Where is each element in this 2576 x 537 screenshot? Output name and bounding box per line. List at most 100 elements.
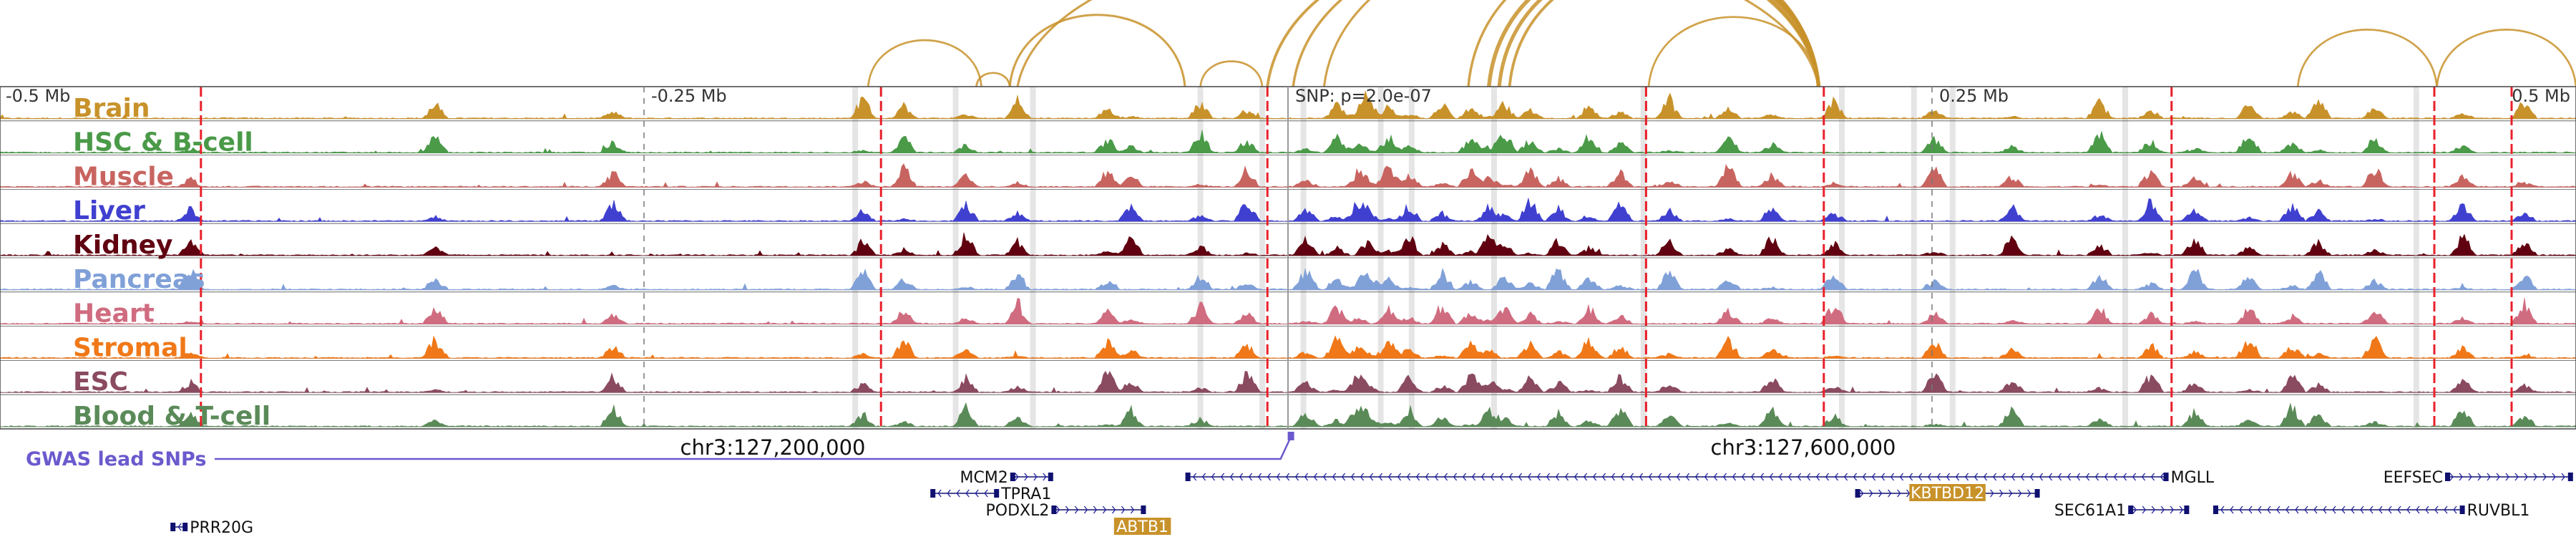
gene-strand-chevron xyxy=(1130,505,1135,514)
gene-strand-chevron xyxy=(1992,473,1997,481)
gene-strand-chevron xyxy=(1480,473,1485,481)
gene-mcm2: MCM2 xyxy=(960,469,1053,487)
gene-strand-chevron xyxy=(2295,505,2299,514)
gene-strand-chevron xyxy=(2449,473,2454,481)
track-label: HSC & B-cell xyxy=(73,128,253,158)
gene-prr20g: PRR20G xyxy=(170,519,253,537)
gene-strand-chevron xyxy=(2552,473,2556,481)
gene-kbtbd12: KBTBD12 xyxy=(1855,484,2040,503)
gene-strand-chevron xyxy=(1304,473,1309,481)
gene-strand-chevron xyxy=(1869,489,1873,498)
gene-strand-chevron xyxy=(2388,505,2392,514)
gene-exon xyxy=(2445,473,2450,481)
gene-strand-chevron xyxy=(1853,473,1858,481)
gene-strand-chevron xyxy=(1878,489,1883,498)
gene-strand-chevron xyxy=(1192,473,1197,481)
gene-strand-chevron xyxy=(2459,473,2463,481)
gene-podxl2: PODXL2 xyxy=(986,502,1146,520)
gene-exon xyxy=(2459,505,2465,514)
coordinate-label: chr3:127,600,000 xyxy=(1711,435,1896,460)
gene-strand-chevron xyxy=(2351,505,2355,514)
gene-strand-chevron xyxy=(1121,505,1126,514)
gene-strand-chevron xyxy=(2122,473,2127,481)
gene-strand-chevron xyxy=(2267,505,2271,514)
gene-strand-chevron xyxy=(1620,473,1625,481)
gene-strand-chevron xyxy=(2341,505,2346,514)
gene-strand-chevron xyxy=(2132,473,2137,481)
gene-strand-chevron xyxy=(2230,505,2234,514)
gene-strand-chevron xyxy=(2360,505,2364,514)
gene-strand-chevron xyxy=(1434,473,1439,481)
gene-strand-chevron xyxy=(2160,473,2165,481)
gene-exon xyxy=(2567,473,2573,481)
coordinate-axis: chr3:127,200,000 chr3:127,600,000 xyxy=(680,435,1896,460)
gene-strand-chevron xyxy=(2020,473,2025,481)
gene-strand-chevron xyxy=(1093,505,1098,514)
gene-abtb1: ABTB1 xyxy=(1113,518,1171,536)
gene-strand-chevron xyxy=(1722,473,1727,481)
gene-strand-chevron xyxy=(1276,473,1281,481)
gene-strand-chevron xyxy=(1055,505,1060,514)
gene-strand-chevron xyxy=(2369,505,2373,514)
gene-strand-chevron xyxy=(1890,473,1895,481)
gene-strand-chevron xyxy=(1750,473,1755,481)
gene-strand-chevron xyxy=(1955,473,1960,481)
gene-strand-chevron xyxy=(965,489,970,498)
chromatin-loop-arcs xyxy=(867,0,2576,87)
gene-strand-chevron xyxy=(2304,505,2308,514)
gene-exon xyxy=(1051,505,1057,514)
gene-strand-chevron xyxy=(1369,473,1374,481)
gene-strand-chevron xyxy=(1015,473,1019,481)
gene-strand-chevron xyxy=(975,489,979,498)
gene-strand-chevron xyxy=(1322,473,1327,481)
loop-arc xyxy=(1008,14,1186,87)
gene-strand-chevron xyxy=(1360,473,1365,481)
gwas-label: GWAS lead SNPs xyxy=(26,448,206,470)
loop-arc xyxy=(1292,0,1820,87)
gene-strand-chevron xyxy=(1083,505,1088,514)
snp-label: SNP: p=2.0e-07 xyxy=(1295,86,1432,106)
gene-strand-chevron xyxy=(1946,473,1951,481)
gene-strand-chevron xyxy=(2406,505,2411,514)
gene-strand-chevron xyxy=(2094,473,2099,481)
gene-strand-chevron xyxy=(1257,473,1262,481)
gene-strand-chevron xyxy=(2160,505,2165,514)
gene-strand-chevron xyxy=(1024,473,1028,481)
gene-strand-chevron xyxy=(1918,473,1923,481)
gene-strand-chevron xyxy=(2085,473,2090,481)
coordinate-label: chr3:127,200,000 xyxy=(680,435,866,460)
loop-arc xyxy=(1266,0,1820,87)
gene-strand-chevron xyxy=(2001,473,2006,481)
gene-strand-chevron xyxy=(1704,473,1709,481)
gene-strand-chevron xyxy=(1990,489,1994,498)
gene-strand-chevron xyxy=(2332,505,2336,514)
gene-strand-chevron xyxy=(1555,473,1560,481)
gene-strand-chevron xyxy=(2323,505,2327,514)
gene-exon xyxy=(994,489,1000,498)
gene-ruvbl1: RUVBL1 xyxy=(2213,502,2529,520)
loop-arc xyxy=(975,72,1011,87)
gene-strand-chevron xyxy=(1629,473,1634,481)
gene-label: MGLL xyxy=(2171,469,2215,487)
gene-strand-chevron xyxy=(2276,505,2280,514)
gene-strand-chevron xyxy=(1964,473,1969,481)
gwas-track: GWAS lead SNPs xyxy=(26,432,1294,470)
gene-strand-chevron xyxy=(2444,505,2448,514)
gene-strand-chevron xyxy=(1769,473,1774,481)
gene-strand-chevron xyxy=(1574,473,1579,481)
gene-highlight-box xyxy=(1909,484,1986,501)
gene-exon xyxy=(2128,505,2134,514)
gene-strand-chevron xyxy=(1387,473,1392,481)
gene-strand-chevron xyxy=(1248,473,1253,481)
gene-strand-chevron xyxy=(2220,505,2225,514)
gene-exon xyxy=(170,523,176,531)
gene-strand-chevron xyxy=(1760,473,1765,481)
gene-strand-chevron xyxy=(1397,473,1402,481)
gene-mgll: MGLL xyxy=(1185,469,2215,487)
gene-strand-chevron xyxy=(1694,473,1699,481)
track-signal xyxy=(0,402,2576,427)
gene-strand-chevron xyxy=(1908,473,1913,481)
gene-exon xyxy=(1855,489,1860,498)
track-label: ESC xyxy=(73,367,128,397)
